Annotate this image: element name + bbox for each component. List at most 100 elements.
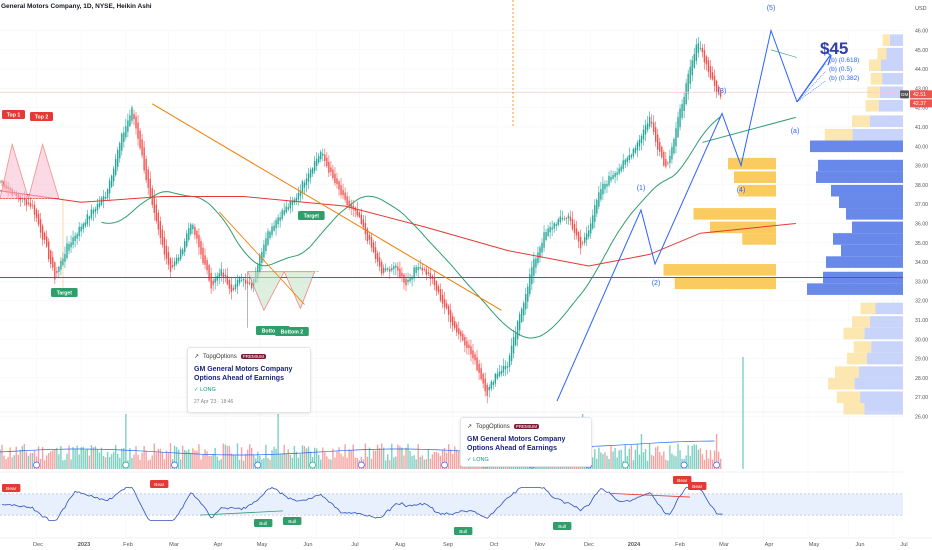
candle-body: [218, 273, 220, 279]
idea-card-2[interactable]: ↗ TopgOptions PREMIUM GM General Motors Co…: [460, 417, 592, 467]
idea-badge: PREMIUM: [240, 354, 266, 359]
volume-bar: [419, 456, 421, 469]
candle-body: [675, 128, 677, 147]
candle-body: [594, 205, 596, 222]
profile-bar: [875, 302, 903, 315]
candle-body: [397, 266, 399, 271]
arrow-head: [825, 51, 832, 66]
volume-bar: [287, 449, 289, 469]
volume-bar: [78, 454, 80, 469]
volume-bar: [33, 450, 36, 469]
event-marker: [357, 461, 365, 469]
volume-bar: [204, 449, 206, 469]
volume-bar: [713, 450, 716, 469]
volume-bar: [711, 459, 714, 469]
volume-bar: [279, 453, 281, 469]
profile-bar: [846, 208, 903, 220]
volume-bar: [701, 454, 704, 469]
candle-body: [153, 196, 155, 213]
candle-body: [186, 233, 188, 247]
volume-bar: [257, 451, 259, 469]
volume-bar: [108, 457, 111, 469]
volume-bar: [161, 452, 164, 469]
trend-line: [151, 103, 502, 311]
candle-body: [512, 337, 515, 354]
candle-body: [104, 197, 107, 199]
volume-bar: [315, 448, 318, 469]
volume-bar: [697, 449, 700, 469]
volume-bar: [121, 448, 123, 469]
profile-bar: [852, 115, 870, 127]
profile-bar: [841, 244, 903, 257]
event-marker: [171, 461, 178, 469]
volume-bar: [62, 460, 64, 469]
volume-bar: [407, 443, 409, 469]
event-marker: [309, 461, 316, 469]
candle-body: [387, 268, 389, 270]
candle-body: [642, 129, 645, 140]
candle-body: [56, 270, 58, 273]
candle-body: [37, 213, 40, 225]
volume-bar: [687, 445, 689, 469]
time-tick: Jun: [855, 542, 864, 548]
profile-bar: [864, 402, 903, 415]
candle-body: [707, 60, 710, 72]
ma-red-line: [0, 190, 796, 267]
volume-bar: [620, 449, 622, 469]
volume-bar: [269, 459, 271, 469]
candle-body: [277, 217, 279, 225]
trend-icon: ↗: [467, 424, 473, 430]
candle-body: [208, 265, 210, 281]
volume-bar: [135, 446, 137, 469]
candle-body: [689, 66, 691, 84]
volume-bar: [184, 450, 186, 469]
candle-body: [232, 288, 235, 291]
candle-body: [96, 203, 99, 211]
volume-bar: [372, 450, 375, 469]
volume-bar: [48, 453, 50, 469]
candle-body: [654, 127, 657, 142]
idea-title[interactable]: GM General Motors Company Options Ahead …: [194, 366, 293, 382]
volume-bar: [456, 449, 458, 469]
volume-bar: [1, 444, 3, 469]
volume-bar: [68, 445, 70, 469]
candle-body: [553, 223, 555, 229]
wave-3-label: (3): [718, 88, 727, 95]
candle-body: [279, 217, 281, 221]
candle-body: [521, 308, 523, 323]
profile-bar: [881, 59, 903, 72]
profile-bar: [835, 366, 859, 378]
idea-card-1[interactable]: ↗ TopgOptions PREMIUM GM General Motors Co…: [187, 347, 311, 413]
candle-body: [78, 226, 80, 237]
volume-bar: [449, 449, 452, 469]
candle-body: [179, 249, 182, 260]
profile-bar: [852, 221, 903, 234]
volume-bar: [677, 443, 679, 469]
candle-body: [472, 350, 474, 359]
price-tick: 42.00: [915, 106, 928, 112]
candle-body: [644, 125, 647, 135]
volume-bar: [165, 450, 168, 469]
idea-title[interactable]: GM General Motors Company Options Ahead …: [467, 436, 566, 452]
volume-bar: [303, 446, 306, 469]
volume-bar: [0, 449, 1, 469]
candle-body: [137, 122, 139, 139]
volume-bar: [401, 447, 403, 469]
profile-bar: [826, 256, 903, 268]
volume-bar: [630, 445, 633, 469]
volume-bar: [385, 460, 387, 469]
volume-bar: [131, 457, 133, 469]
candle-body: [318, 156, 320, 163]
candle-body: [326, 157, 328, 167]
volume-bar: [606, 455, 608, 469]
fib-0382-label: (b) (0.382): [829, 75, 859, 82]
idea-tag: ✓ LONG: [467, 457, 489, 463]
candle-body: [283, 210, 285, 215]
volume-bar: [125, 414, 127, 469]
volume-bar: [234, 455, 237, 469]
candle-body: [88, 216, 91, 220]
candle-body: [663, 152, 665, 166]
candle-body: [80, 226, 82, 232]
candle-body: [508, 355, 511, 367]
